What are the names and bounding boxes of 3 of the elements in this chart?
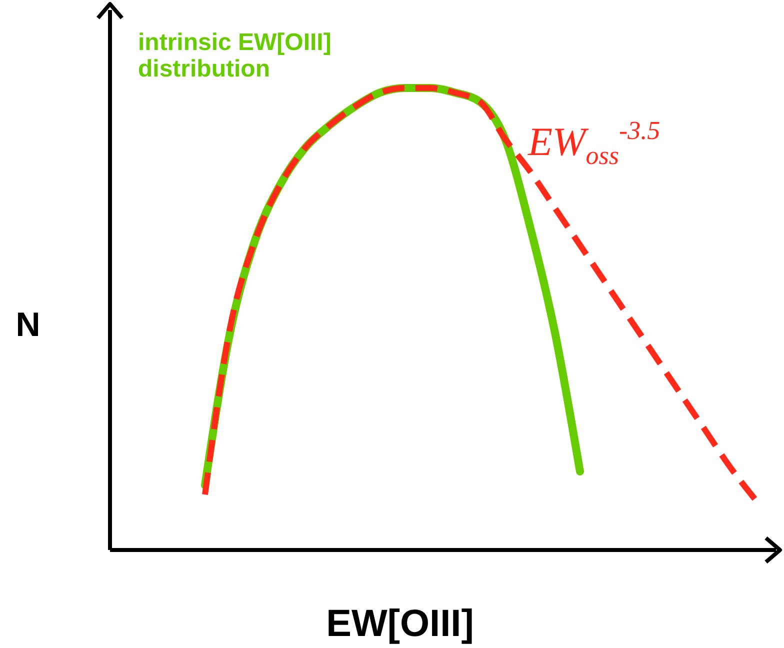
y-axis-title: N <box>16 306 40 344</box>
x-axis-title: EW[OIII] <box>326 603 474 645</box>
series-label: intrinsic EW[OIII] distribution <box>138 29 332 82</box>
